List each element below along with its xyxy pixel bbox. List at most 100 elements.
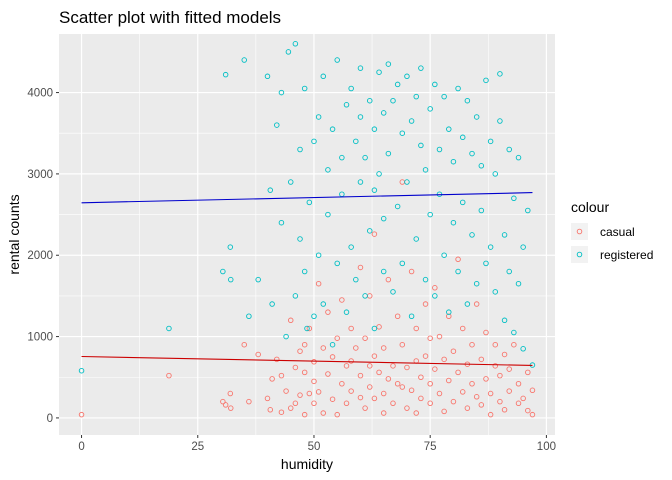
point-casual	[320, 345, 327, 351]
point-registered	[441, 93, 447, 100]
legend-label-casual: casual	[600, 225, 635, 239]
point-casual	[348, 358, 354, 364]
point-registered	[413, 93, 419, 100]
point-registered	[278, 219, 285, 226]
point-casual	[408, 387, 415, 394]
point-registered	[418, 142, 424, 149]
point-registered	[264, 73, 271, 80]
x-tick-label: 25	[191, 441, 204, 453]
point-registered	[432, 81, 438, 88]
point-casual	[418, 374, 424, 380]
point-registered	[408, 313, 415, 319]
point-registered	[506, 268, 512, 275]
x-axis: 0 25 50 75 100	[78, 435, 556, 453]
point-registered	[399, 260, 406, 267]
point-casual	[380, 410, 387, 416]
point-registered	[385, 150, 392, 157]
point-registered	[301, 268, 308, 275]
legend-title: colour	[571, 199, 609, 215]
point-registered	[487, 244, 494, 250]
point-registered	[343, 102, 350, 108]
point-casual	[464, 405, 471, 411]
point-registered	[473, 280, 480, 287]
point-registered	[515, 154, 522, 161]
point-casual	[427, 381, 433, 387]
point-casual	[483, 329, 489, 336]
point-casual	[329, 396, 336, 402]
point-casual	[418, 395, 424, 402]
point-casual	[228, 405, 234, 411]
point-casual	[385, 276, 392, 283]
point-casual	[334, 411, 340, 418]
point-registered	[520, 346, 526, 352]
point-registered	[269, 301, 275, 307]
point-casual	[473, 394, 480, 400]
y-tick-label: 4000	[27, 88, 53, 100]
point-registered	[380, 215, 387, 222]
x-tick-label: 50	[308, 441, 321, 453]
point-registered	[422, 276, 429, 283]
legend: colour casual registered	[571, 199, 653, 263]
point-registered	[450, 219, 457, 226]
point-registered	[325, 167, 331, 173]
point-registered	[408, 118, 415, 124]
point-casual	[283, 388, 289, 394]
point-registered	[492, 289, 499, 295]
point-registered	[283, 333, 289, 340]
point-registered	[267, 187, 274, 193]
point-registered	[464, 301, 471, 307]
point-casual	[267, 407, 274, 413]
point-casual	[306, 325, 313, 332]
y-axis: 0 1000 2000 3000 4000	[27, 88, 59, 425]
fitted-line-registered	[81, 192, 533, 204]
point-casual	[311, 359, 317, 365]
point-casual	[371, 353, 378, 359]
point-registered	[399, 130, 406, 136]
point-casual	[315, 280, 322, 287]
point-registered	[455, 85, 461, 92]
point-casual	[432, 285, 438, 291]
point-registered	[455, 268, 461, 275]
point-registered	[464, 97, 471, 104]
point-casual	[301, 411, 308, 418]
point-registered	[320, 73, 327, 80]
point-registered	[371, 126, 378, 132]
point-casual	[376, 324, 382, 330]
point-registered	[367, 228, 373, 234]
point-registered	[497, 118, 503, 124]
y-tick-label: 3000	[27, 169, 53, 181]
point-registered	[506, 146, 512, 153]
point-casual	[329, 354, 336, 360]
point-registered	[390, 289, 396, 295]
point-casual	[422, 353, 429, 359]
point-registered	[404, 179, 410, 185]
point-casual	[446, 377, 452, 384]
point-casual	[394, 313, 401, 319]
point-registered	[285, 49, 292, 55]
point-casual	[390, 363, 396, 369]
point-registered	[78, 367, 85, 374]
point-registered	[380, 268, 387, 275]
legend-label-registered: registered	[600, 248, 653, 262]
point-registered	[292, 293, 299, 299]
point-registered	[404, 73, 410, 80]
point-casual	[483, 376, 489, 382]
chart-title: Scatter plot with fitted models	[59, 8, 281, 27]
point-casual	[311, 400, 317, 407]
point-casual	[380, 390, 387, 397]
point-registered	[376, 171, 382, 177]
point-casual	[269, 376, 275, 382]
point-registered	[483, 260, 489, 267]
point-registered	[432, 293, 438, 299]
point-registered	[483, 77, 489, 84]
point-casual	[380, 345, 387, 351]
point-casual	[278, 372, 285, 379]
point-casual	[469, 381, 475, 387]
point-casual	[306, 390, 313, 397]
point-registered	[413, 236, 419, 242]
point-casual	[441, 356, 447, 363]
point-registered	[292, 41, 299, 47]
point-casual	[348, 388, 354, 394]
point-casual	[357, 394, 364, 401]
